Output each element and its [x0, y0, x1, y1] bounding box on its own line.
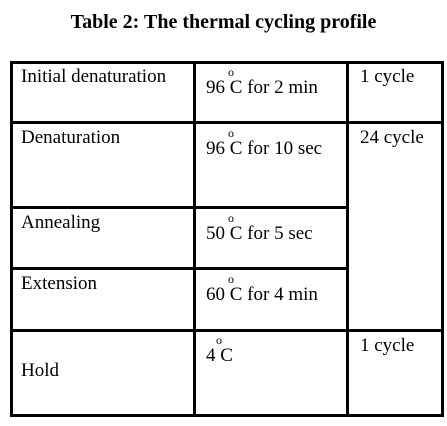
row-3-step: Annealing: [21, 212, 101, 233]
row-2-temp-rest: C for 10 sec: [229, 138, 323, 159]
table-border-bottom: [10, 414, 444, 417]
row-4-temperature: 60 C for 4 min: [206, 284, 318, 306]
row-4-degree-sign: o: [228, 272, 234, 286]
row-5-temp-value: 4: [206, 345, 216, 366]
row-4-step: Extension: [21, 273, 97, 294]
row-1-degree-sign: o: [228, 65, 234, 79]
row-4-temp-rest: C for 4 min: [229, 284, 318, 305]
table-border-top: [10, 61, 444, 64]
row-3-temp-value: 50: [206, 223, 225, 244]
row-1-cycles: 1 cycle: [360, 66, 415, 87]
row-5-cycles: 1 cycle: [360, 335, 415, 356]
row-3-temp-rest: C for 5 sec: [229, 223, 313, 244]
table-border-col1: [193, 61, 196, 417]
table-border-right: [441, 61, 444, 417]
row-2-temp-value: 96: [206, 138, 225, 159]
row-divider-4: [10, 329, 444, 332]
row-3-degree-sign: o: [228, 211, 234, 225]
table-border-left: [10, 61, 13, 417]
row-divider-1: [10, 121, 444, 124]
row-1-temperature: 96 C for 2 min: [206, 77, 318, 99]
row-5-step: Hold: [21, 360, 59, 381]
table-border-col2: [346, 61, 349, 417]
row-1-temp-value: 96: [206, 77, 225, 98]
row-2-step: Denaturation: [21, 127, 121, 148]
row-5-degree-sign: o: [216, 333, 222, 347]
row-1-step: Initial denaturation: [21, 66, 167, 87]
row-5-temp-rest: C: [220, 345, 233, 366]
row-3-temperature: 50 C for 5 sec: [206, 223, 313, 245]
table-title: Table 2: The thermal cycling profile: [70, 11, 377, 33]
row-5-temperature: 4 C: [206, 345, 233, 367]
row-2-cycles: 24 cycle: [360, 127, 424, 148]
row-1-temp-rest: C for 2 min: [229, 77, 318, 98]
row-divider-3: [10, 267, 347, 270]
row-divider-2: [10, 206, 347, 209]
row-4-temp-value: 60: [206, 284, 225, 305]
row-2-degree-sign: o: [228, 126, 234, 140]
row-2-temperature: 96 C for 10 sec: [206, 138, 322, 160]
